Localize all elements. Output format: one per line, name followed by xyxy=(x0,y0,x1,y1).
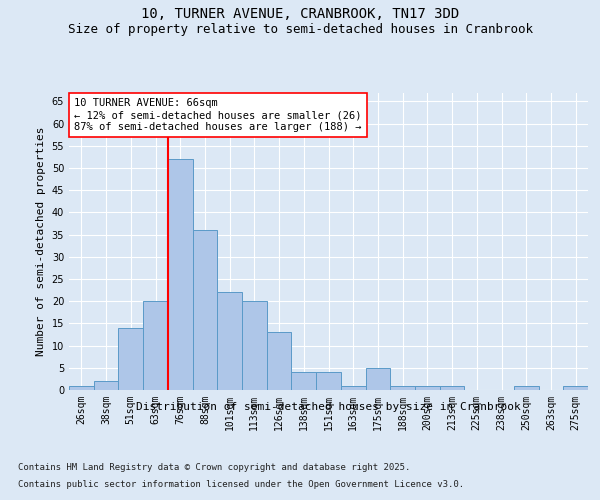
Bar xyxy=(341,386,365,390)
Bar xyxy=(94,381,118,390)
Text: Contains public sector information licensed under the Open Government Licence v3: Contains public sector information licen… xyxy=(18,480,464,489)
Bar xyxy=(390,386,415,390)
Bar xyxy=(292,372,316,390)
Y-axis label: Number of semi-detached properties: Number of semi-detached properties xyxy=(36,126,46,356)
Bar xyxy=(242,301,267,390)
Bar xyxy=(440,386,464,390)
Text: Distribution of semi-detached houses by size in Cranbrook: Distribution of semi-detached houses by … xyxy=(136,402,521,412)
Bar xyxy=(118,328,143,390)
Bar xyxy=(69,386,94,390)
Text: Contains HM Land Registry data © Crown copyright and database right 2025.: Contains HM Land Registry data © Crown c… xyxy=(18,462,410,471)
Text: 10 TURNER AVENUE: 66sqm
← 12% of semi-detached houses are smaller (26)
87% of se: 10 TURNER AVENUE: 66sqm ← 12% of semi-de… xyxy=(74,98,362,132)
Bar xyxy=(168,159,193,390)
Bar xyxy=(217,292,242,390)
Bar xyxy=(267,332,292,390)
Bar xyxy=(514,386,539,390)
Bar xyxy=(316,372,341,390)
Bar xyxy=(193,230,217,390)
Bar xyxy=(143,301,168,390)
Bar xyxy=(415,386,440,390)
Text: Size of property relative to semi-detached houses in Cranbrook: Size of property relative to semi-detach… xyxy=(67,22,533,36)
Bar xyxy=(365,368,390,390)
Text: 10, TURNER AVENUE, CRANBROOK, TN17 3DD: 10, TURNER AVENUE, CRANBROOK, TN17 3DD xyxy=(141,8,459,22)
Bar xyxy=(563,386,588,390)
